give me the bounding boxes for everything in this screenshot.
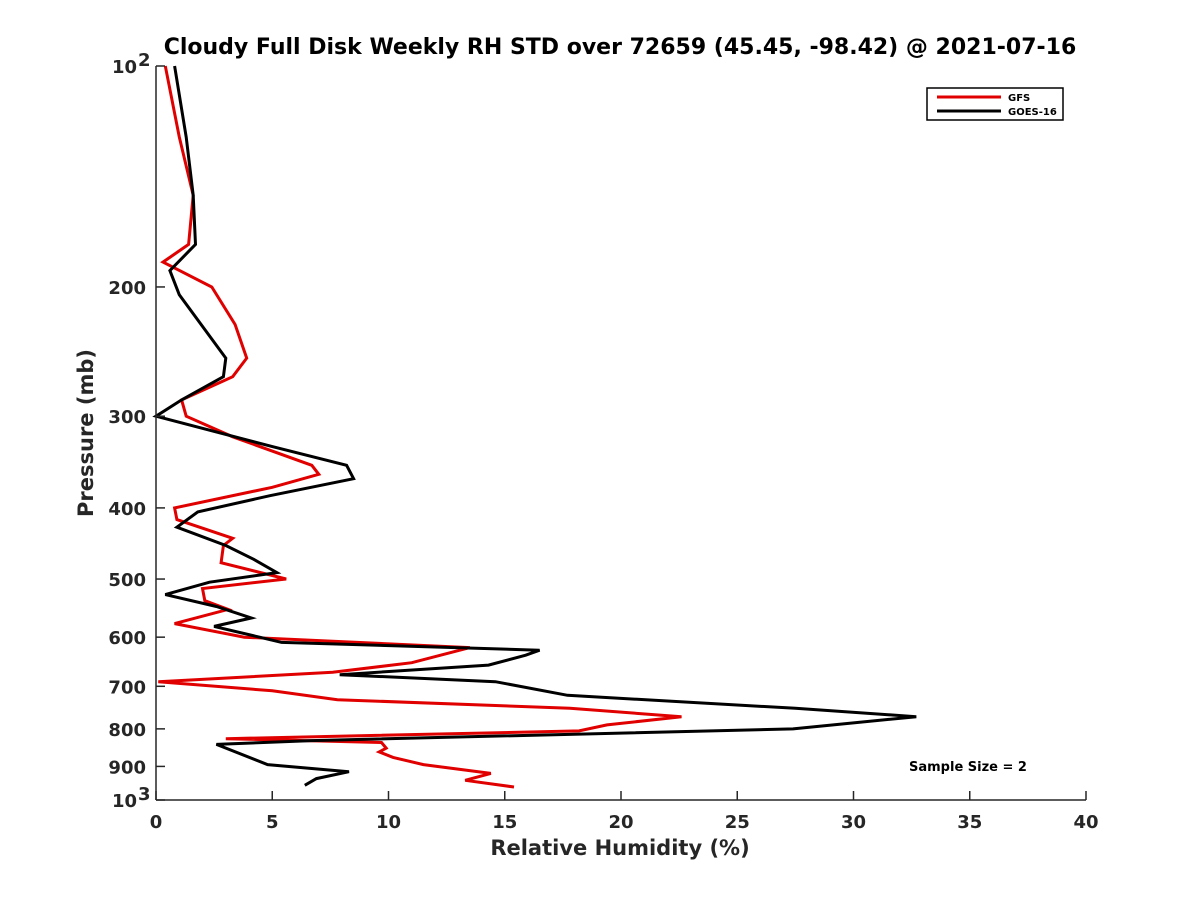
y-tick-label: 400 (108, 499, 146, 520)
x-axis-label: Relative Humidity (%) (490, 836, 749, 860)
x-tick-label: 25 (725, 812, 750, 833)
x-tick-label: 10 (376, 812, 401, 833)
legend-label-gfs: GFS (1008, 93, 1030, 104)
sample-size-annotation: Sample Size = 2 (909, 760, 1027, 775)
x-tick-label: 20 (608, 812, 633, 833)
plot-area: 0 5 10 15 20 25 30 35 40 10 220030040050060070080… (108, 50, 1098, 833)
y-tick-label: 900 (108, 757, 146, 778)
legend-box (926, 87, 1064, 121)
legend: GFS GOES-16 (926, 87, 1064, 121)
y-tick-label: 10 (112, 791, 137, 812)
x-tick-label: 15 (492, 812, 517, 833)
x-axis-ticks: 0 5 10 15 20 25 30 35 40 (150, 791, 1099, 833)
y-axis-label: Pressure (mb) (74, 349, 98, 517)
y-tick-exponent: 3 (138, 784, 151, 805)
y-tick-label: 10 (112, 57, 137, 78)
legend-label-goes-16: GOES-16 (1008, 107, 1057, 118)
x-tick-label: 30 (841, 812, 866, 833)
y-tick-exponent: 2 (138, 50, 151, 71)
y-tick-label: 800 (108, 720, 146, 741)
x-tick-label: 0 (150, 812, 163, 833)
y-tick-label: 200 (108, 278, 146, 299)
series-layer (152, 65, 917, 789)
y-tick-label: 700 (108, 677, 146, 698)
chart-title: Cloudy Full Disk Weekly RH STD over 7265… (164, 35, 1077, 60)
x-tick-label: 5 (266, 812, 279, 833)
series-line-goes-16 (152, 65, 917, 787)
y-tick-label: 600 (108, 628, 146, 649)
y-tick-label: 300 (108, 407, 146, 428)
x-tick-label: 35 (957, 812, 982, 833)
y-tick-label: 500 (108, 570, 146, 591)
x-tick-label: 40 (1073, 812, 1098, 833)
